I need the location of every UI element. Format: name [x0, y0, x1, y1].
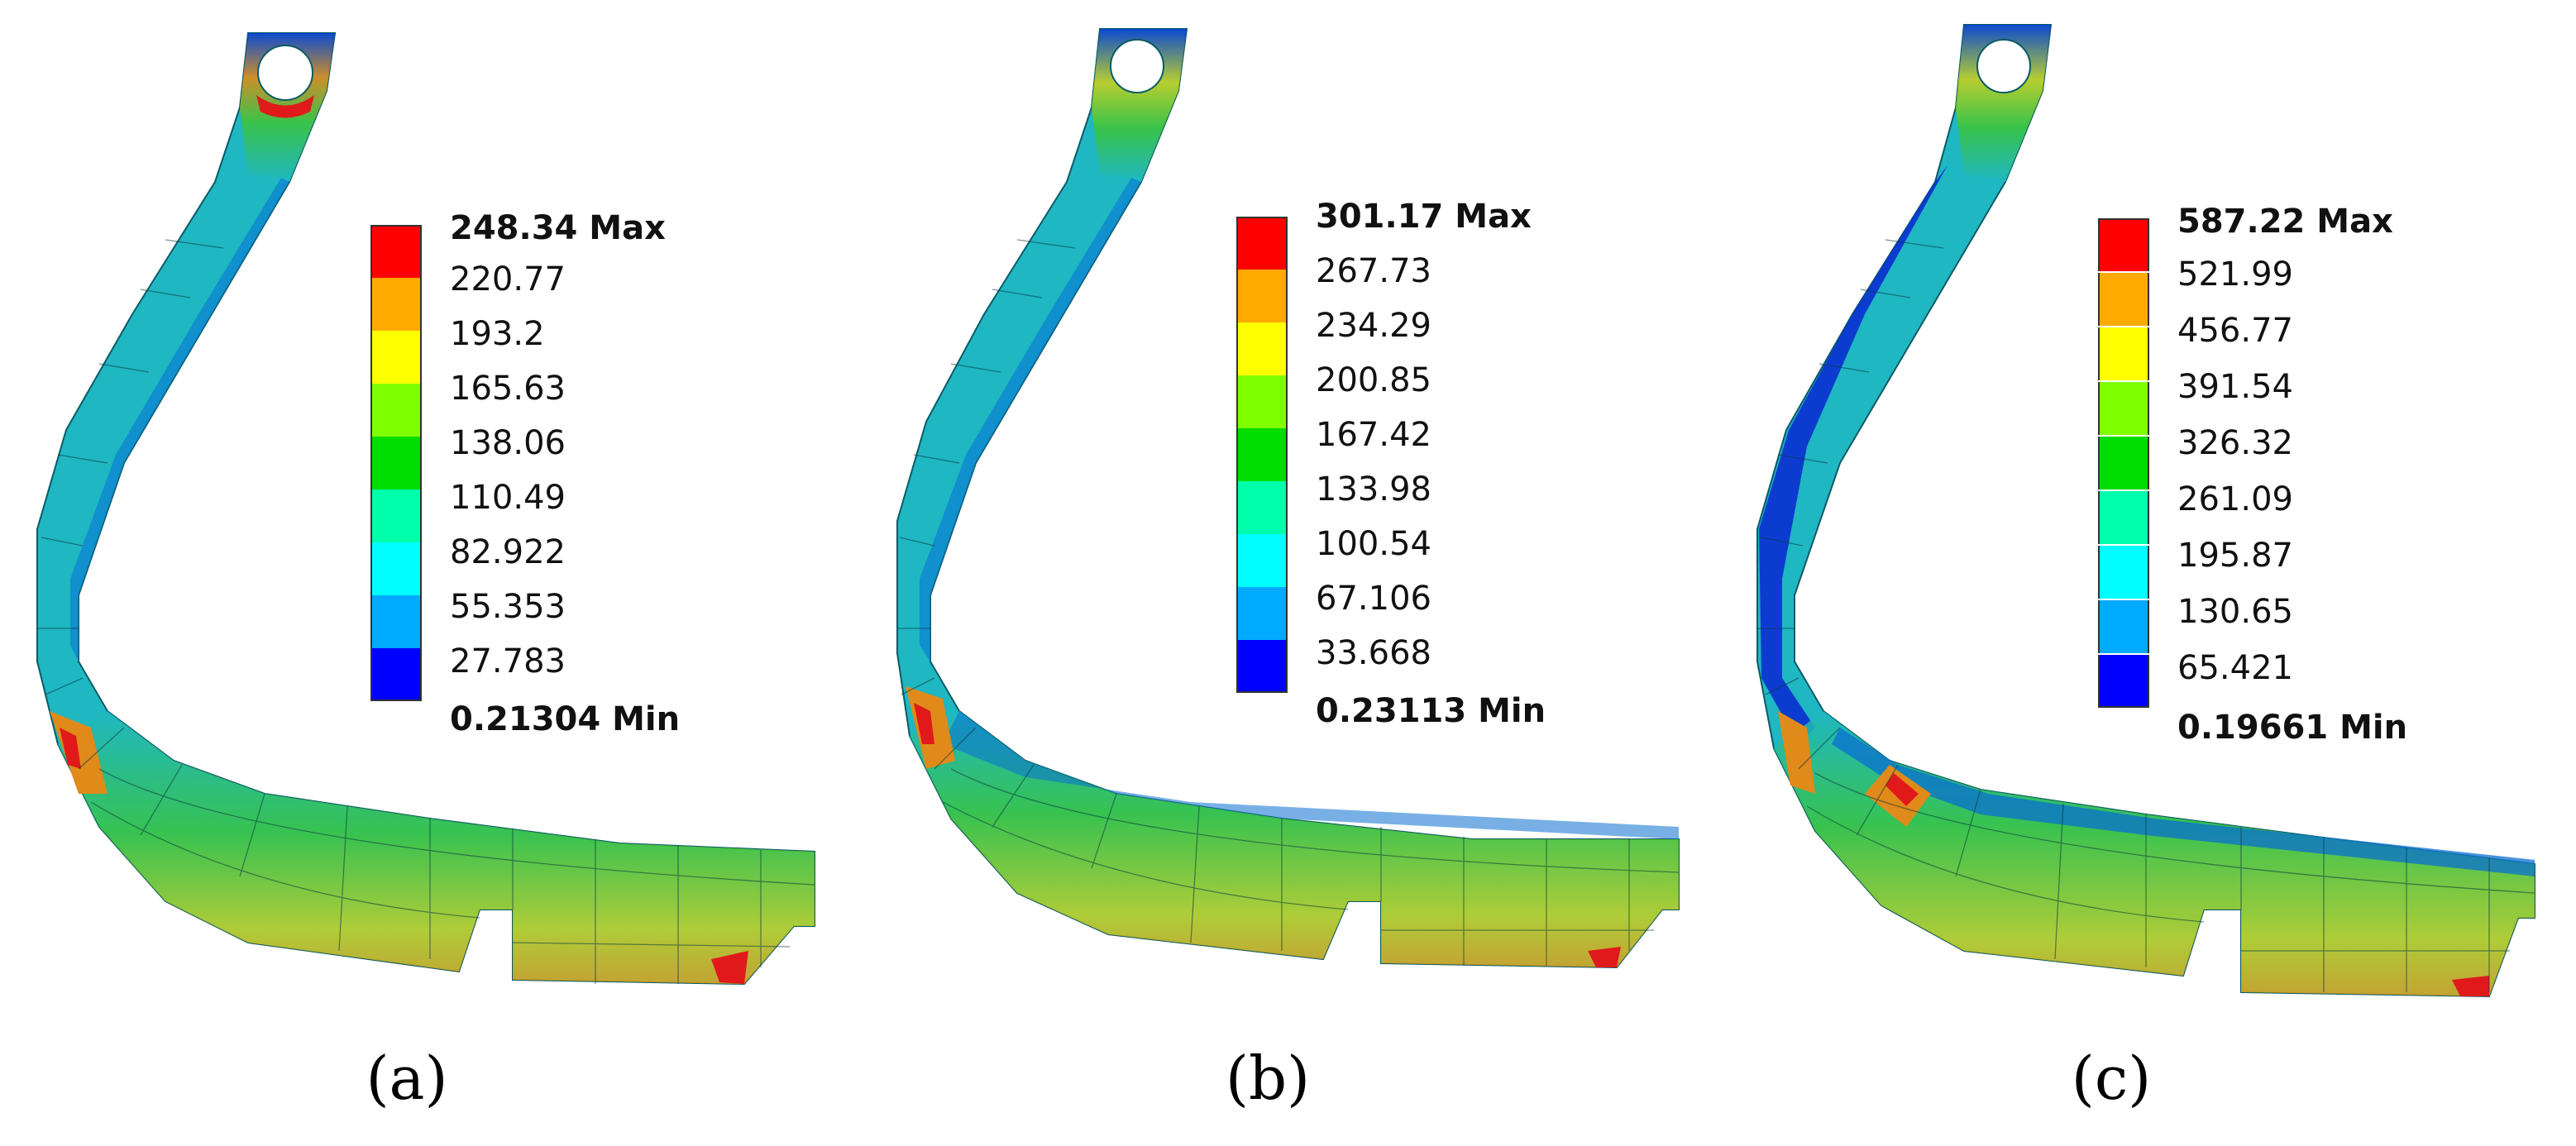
panel-a: 248.34 Max 220.77 193.2 165.63 138.06 11… [0, 0, 860, 1146]
legend-swatch [370, 278, 422, 331]
stress-contour-model-b [896, 28, 1680, 969]
legend-min-label: 0.19661 Min [2177, 709, 2408, 747]
legend-level-label: 200.85 [1316, 361, 1431, 399]
panel-b: 301.17 Max 267.73 234.29 200.85 167.42 1… [860, 0, 1720, 1146]
stress-contour-model-a [36, 32, 815, 986]
legend-level-label: 165.63 [450, 370, 566, 408]
pin-hole [257, 45, 313, 101]
legend-level-label: 133.98 [1316, 470, 1431, 509]
legend-swatch [370, 384, 422, 437]
legend-level-label: 65.421 [2177, 649, 2293, 687]
pin-hole [1976, 39, 2031, 93]
legend-swatch [1236, 481, 1288, 534]
legend-max-label: 587.22 Max [2177, 203, 2393, 241]
legend-swatch [370, 542, 422, 595]
pin-hole [1110, 39, 1164, 93]
stress-contour-model-c [1756, 24, 2535, 998]
legend-level-label: 167.42 [1316, 416, 1431, 454]
legend-level-label: 391.54 [2177, 368, 2293, 406]
panel-caption-a: (a) [366, 1043, 448, 1113]
panel-caption-b: (b) [1225, 1043, 1311, 1113]
legend-level-label: 267.73 [1316, 252, 1431, 290]
legend-min-label: 0.23113 Min [1316, 692, 1546, 730]
legend-level-label: 130.65 [2177, 593, 2293, 631]
legend-swatch [2098, 437, 2149, 489]
legend-swatch [1236, 322, 1288, 375]
legend-level-label: 82.922 [450, 533, 566, 571]
legend-swatch [370, 595, 422, 648]
legend-level-label: 195.87 [2177, 537, 2293, 575]
legend-swatch [1236, 428, 1288, 481]
legend-swatch [1236, 587, 1288, 640]
legend-level-label: 33.668 [1316, 634, 1431, 672]
legend-level-label: 220.77 [450, 260, 566, 298]
legend-swatch [2098, 491, 2149, 544]
legend-swatch [370, 489, 422, 542]
legend-level-label: 261.09 [2177, 480, 2293, 518]
legend-level-label: 55.353 [450, 588, 566, 626]
legend-swatch [2098, 327, 2149, 380]
legend-swatch [1236, 217, 1288, 270]
legend-level-label: 193.2 [450, 315, 545, 353]
legend-max-label: 301.17 Max [1316, 198, 1532, 236]
legend-swatch [1236, 270, 1288, 322]
legend-swatch [2098, 600, 2149, 653]
legend-level-label: 67.106 [1316, 580, 1431, 618]
legend-swatch [2098, 546, 2149, 599]
legend-max-label: 248.34 Max [450, 209, 666, 247]
legend-swatch [370, 225, 422, 278]
legend-swatch [1236, 375, 1288, 428]
legend-level-label: 521.99 [2177, 255, 2293, 294]
legend-level-label: 234.29 [1316, 307, 1431, 345]
panel-c: 587.22 Max 521.99 456.77 391.54 326.32 2… [1716, 0, 2576, 1146]
legend-swatch [2098, 218, 2149, 271]
legend-swatch [1236, 640, 1288, 693]
legend-level-label: 27.783 [450, 642, 566, 680]
legend-swatch [370, 331, 422, 384]
legend-level-label: 326.32 [2177, 424, 2293, 462]
legend-swatch [2098, 655, 2149, 708]
legend-min-label: 0.21304 Min [450, 700, 681, 738]
legend-swatch [370, 437, 422, 489]
legend-level-label: 456.77 [2177, 312, 2293, 350]
legend-swatch [370, 648, 422, 701]
legend-level-label: 110.49 [450, 479, 566, 517]
legend-level-label: 100.54 [1316, 525, 1431, 563]
panel-caption-c: (c) [2071, 1043, 2152, 1113]
legend-level-label: 138.06 [450, 424, 566, 462]
legend-swatch [2098, 382, 2149, 435]
legend-swatch [1236, 534, 1288, 587]
legend-swatch [2098, 273, 2149, 326]
